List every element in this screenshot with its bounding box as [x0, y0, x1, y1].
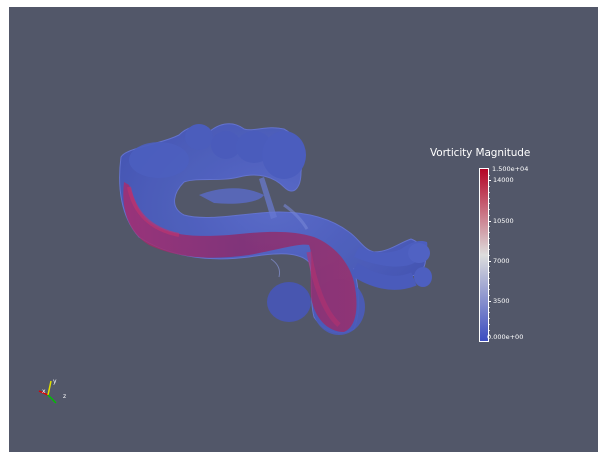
scalar-bar-minor-tick	[488, 180, 490, 181]
scalar-bar-minor-tick	[488, 249, 490, 250]
scalar-bar-minor-tick	[488, 192, 490, 193]
scalar-bar-minor-tick	[488, 330, 490, 331]
scalar-bar-min-label: 0.000e+00	[487, 333, 524, 341]
scalar-bar-minor-tick	[488, 186, 490, 187]
orientation-axes[interactable]: x y z	[34, 373, 74, 409]
scalar-bar-minor-tick	[488, 221, 490, 222]
vortex-core	[123, 182, 357, 332]
y-axis-line	[47, 380, 52, 396]
z-axis-label: z	[63, 393, 66, 400]
scalar-bar-title: Vorticity Magnitude	[430, 147, 531, 159]
render-view[interactable]: Vorticity Magnitude 1.500e+04 0.000e+00 …	[9, 7, 598, 452]
z-axis-line	[47, 394, 57, 404]
scalar-bar-minor-tick	[488, 295, 490, 296]
scalar-bar-minor-tick	[488, 272, 490, 273]
scalar-bar-minor-tick	[488, 244, 490, 245]
x-axis-line	[38, 390, 49, 396]
scalar-bar-minor-tick	[488, 238, 490, 239]
scalar-bar-minor-tick	[488, 198, 490, 199]
scalar-bar-minor-tick	[488, 324, 490, 325]
x-axis-label: x	[42, 388, 46, 395]
scalar-bar-minor-tick	[488, 307, 490, 308]
scalar-bar-minor-tick	[488, 209, 490, 210]
scalar-bar-minor-tick	[488, 284, 490, 285]
scalar-bar-minor-tick	[488, 226, 490, 227]
scalar-bar-minor-tick	[488, 335, 490, 336]
scalar-bar-minor-tick	[488, 301, 490, 302]
scalar-bar-minor-tick	[488, 215, 490, 216]
scalar-bar-minor-tick	[488, 175, 490, 176]
scalar-bar-minor-tick	[488, 318, 490, 319]
y-axis-label: y	[53, 378, 57, 385]
scalar-bar-minor-tick	[488, 232, 490, 233]
scalar-bar-minor-tick	[488, 255, 490, 256]
scalar-bar-minor-tick	[488, 312, 490, 313]
vorticity-surface-render[interactable]	[9, 7, 598, 452]
scalar-bar-max-label: 1.500e+04	[492, 165, 529, 173]
outer-surface	[119, 123, 432, 335]
scalar-bar-minor-tick	[488, 278, 490, 279]
scalar-bar-minor-tick	[488, 289, 490, 290]
scalar-bar-minor-tick	[488, 261, 490, 262]
scalar-bar-tick-label: 14000	[493, 176, 514, 184]
scalar-bar-minor-tick	[488, 266, 490, 267]
scalar-bar-tick-label: 10500	[493, 217, 514, 225]
scalar-bar-tick-label: 3500	[493, 297, 510, 305]
scalar-bar-minor-tick	[488, 203, 490, 204]
scalar-bar-tick-label: 7000	[493, 257, 510, 265]
